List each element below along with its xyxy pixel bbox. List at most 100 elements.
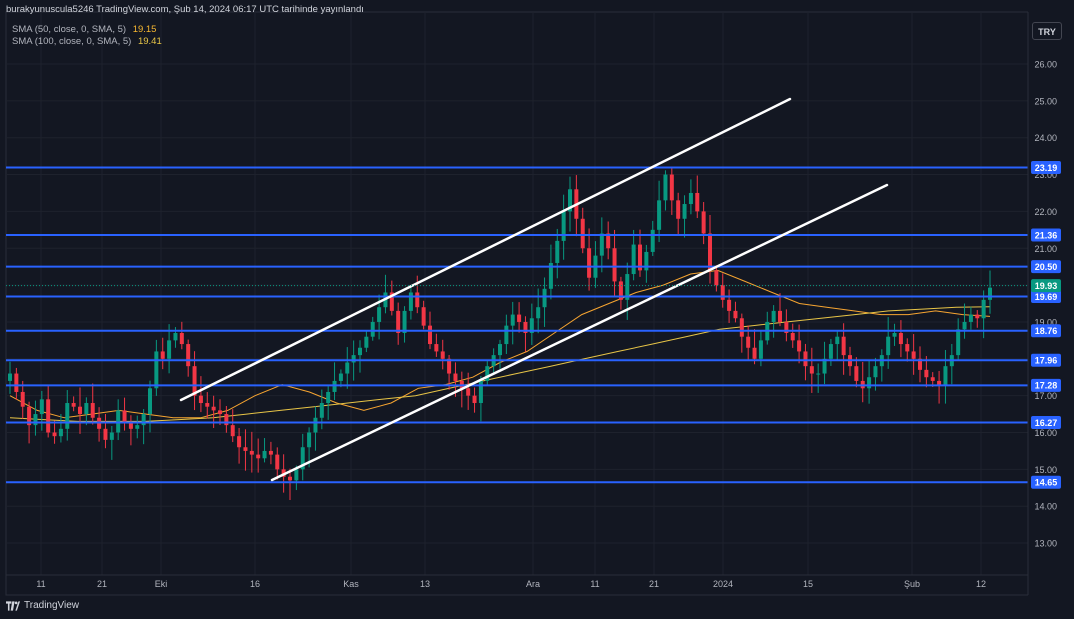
candle-body <box>440 351 445 359</box>
time-axis[interactable]: 11 21 Eki 16 Kas 13 Ara 11 21 2024 15 Şub 12 <box>6 574 1028 589</box>
candle-body <box>428 325 432 345</box>
candle-body <box>937 380 942 385</box>
candle-body <box>319 403 324 418</box>
candle-body <box>135 425 140 429</box>
time-tick-label: 21 <box>649 579 659 589</box>
candle-body <box>485 366 490 381</box>
candle-body <box>447 358 452 374</box>
candle-body <box>78 406 82 415</box>
candle-body <box>415 292 420 308</box>
candle-body <box>587 248 592 278</box>
candle-body <box>421 307 426 326</box>
candle-body <box>905 344 910 352</box>
candle-body <box>956 329 961 356</box>
candle-body <box>962 321 967 330</box>
candle-body <box>377 307 382 322</box>
price-axis[interactable]: 13.0014.0015.0016.0017.0018.0019.0020.00… <box>6 0 1074 619</box>
candle-body <box>288 476 292 481</box>
candle-body <box>529 318 534 334</box>
currency-button[interactable]: TRY <box>1032 22 1062 40</box>
candle-body <box>695 192 700 212</box>
price-axis-bg <box>1028 0 1074 619</box>
candle-body <box>988 287 992 300</box>
level-badge[interactable] <box>1031 260 1061 274</box>
candle-body <box>453 373 458 381</box>
time-tick-label: 16 <box>250 579 260 589</box>
candle-body <box>364 336 369 348</box>
candle-body <box>854 366 859 381</box>
candle-body <box>523 321 528 334</box>
level-badge-label: 21.36 <box>1035 230 1058 240</box>
candle-body <box>733 310 738 319</box>
candle-body <box>338 373 343 381</box>
channel-trendline[interactable] <box>270 183 889 482</box>
level-badge[interactable] <box>1031 353 1061 367</box>
candle-body <box>555 240 560 263</box>
level-badge-label: 18.76 <box>1035 326 1058 336</box>
sma50-legend[interactable]: SMA (50, close, 0, SMA, 5) 19.15 <box>12 24 162 36</box>
candle-body <box>434 344 439 352</box>
channel-lines[interactable] <box>179 97 889 482</box>
sma100-legend[interactable]: SMA (100, close, 0, SMA, 5) 19.41 <box>12 36 162 48</box>
price-tick-label: 24.00 <box>1034 133 1057 143</box>
price-tick-label: 16.00 <box>1034 428 1057 438</box>
candle-body <box>186 344 191 367</box>
candle-body <box>205 403 210 407</box>
candle-body <box>173 333 178 341</box>
last-price-label: 19.93 <box>1035 281 1058 291</box>
candle-body <box>109 432 114 440</box>
candle-body <box>478 380 483 404</box>
candle-body <box>249 450 254 455</box>
candle-body <box>886 336 891 356</box>
candle-body <box>389 292 394 311</box>
candle-body <box>27 406 32 426</box>
level-badge[interactable] <box>1031 324 1061 338</box>
time-tick-label: 12 <box>976 579 986 589</box>
candle-body <box>402 310 407 334</box>
plot-area <box>5 11 1029 596</box>
candle-body <box>682 204 687 219</box>
candle-body <box>498 344 502 356</box>
level-badge[interactable] <box>1031 161 1061 175</box>
candle-body <box>835 336 840 345</box>
candle-body <box>262 450 267 459</box>
tradingview-footer[interactable]: TradingView <box>6 600 79 611</box>
level-badge[interactable] <box>1031 416 1061 430</box>
level-badge[interactable] <box>1031 290 1061 304</box>
level-badge-label: 19.69 <box>1035 292 1058 302</box>
candle-body <box>230 425 235 437</box>
publisher-caption: burakyunuscula5246 TradingView.com, Şub … <box>6 4 364 15</box>
candle-body <box>71 403 76 407</box>
last-price-badge[interactable] <box>1031 279 1061 293</box>
candle-body <box>746 336 751 348</box>
candle-body <box>701 211 706 234</box>
price-tick-label: 21.00 <box>1034 244 1057 254</box>
price-tick-label: 25.00 <box>1034 96 1057 106</box>
level-badge-label: 14.65 <box>1035 478 1058 488</box>
candle-body <box>657 200 662 230</box>
level-badge[interactable] <box>1031 228 1061 242</box>
sma50-value: 19.15 <box>132 24 157 35</box>
candle-body <box>867 377 872 389</box>
price-tick-label: 17.00 <box>1034 391 1057 401</box>
candle-body <box>758 340 763 359</box>
candle-body <box>752 347 757 359</box>
price-tick-label: 15.00 <box>1034 465 1057 475</box>
candle-body <box>638 244 642 271</box>
time-tick-label: 11 <box>36 579 45 589</box>
candle-body <box>650 229 655 252</box>
level-badge[interactable] <box>1031 475 1061 489</box>
candle-body <box>326 391 331 404</box>
channel-trendline[interactable] <box>179 97 792 402</box>
candle-body <box>198 395 203 404</box>
candle-body <box>179 333 184 345</box>
candle-body <box>58 428 63 437</box>
candle-body <box>669 174 674 201</box>
time-tick-label: Eki <box>155 579 168 589</box>
candle-body <box>676 200 681 219</box>
horizontal-levels[interactable] <box>6 166 1028 484</box>
level-badge[interactable] <box>1031 378 1061 392</box>
candle-body <box>612 248 617 282</box>
